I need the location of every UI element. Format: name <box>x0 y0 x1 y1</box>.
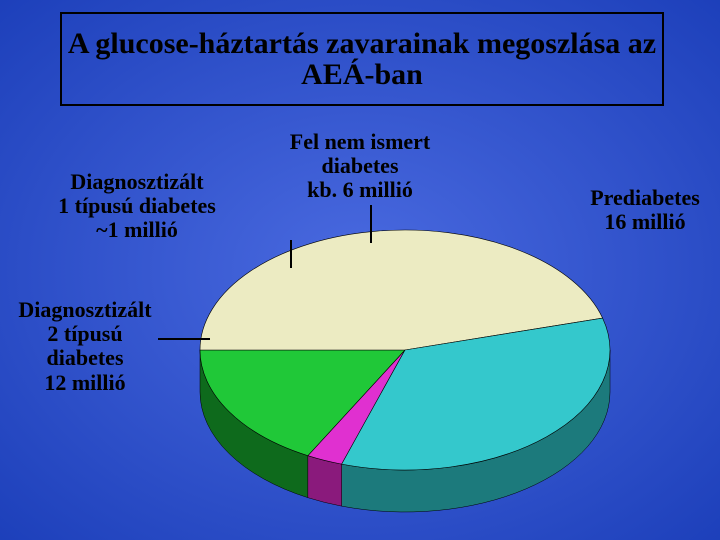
label-unknown-diabetes: Fel nem ismert diabetes kb. 6 millió <box>260 130 460 203</box>
label-prediabetes: Prediabetes 16 millió <box>570 186 720 234</box>
label-type2-diabetes: Diagnosztizált 2 típusú diabetes 12 mill… <box>0 298 170 395</box>
label-type1-diabetes: Diagnosztizált 1 típusú diabetes ~1 mill… <box>37 170 237 243</box>
pie-chart <box>0 0 720 540</box>
leader-line <box>290 240 292 268</box>
leader-line <box>158 338 210 340</box>
leader-line <box>370 205 372 243</box>
slide: A glucose-háztartás zavarainak megoszlás… <box>0 0 720 540</box>
